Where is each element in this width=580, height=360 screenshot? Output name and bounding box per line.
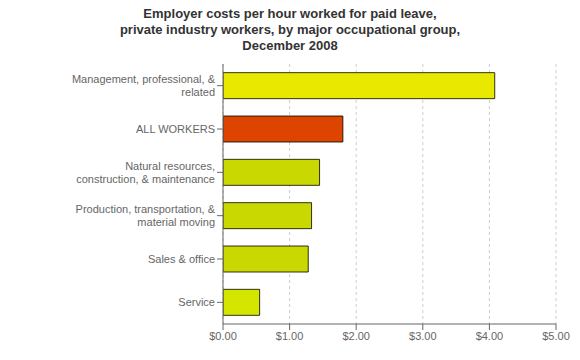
svg-text:Sales & office: Sales & office — [148, 253, 215, 265]
svg-text:Natural resources,construction: Natural resources,construction, & mainte… — [76, 160, 215, 185]
svg-text:$1.00: $1.00 — [276, 330, 304, 342]
svg-text:Service: Service — [178, 296, 215, 308]
svg-text:ALL WORKERS: ALL WORKERS — [136, 123, 215, 135]
svg-text:$5.00: $5.00 — [542, 330, 570, 342]
svg-text:$3.00: $3.00 — [409, 330, 437, 342]
svg-text:Management, professional, &rel: Management, professional, &related — [72, 73, 216, 98]
html-text:December 2008: December 2008 — [242, 38, 338, 53]
html-text:Employer costs per hour worked: Employer costs per hour worked for paid … — [143, 6, 437, 21]
svg-text:Production, transportation, &m: Production, transportation, &material mo… — [76, 203, 216, 228]
svg-text:$0.00: $0.00 — [209, 330, 237, 342]
svg-text:$2.00: $2.00 — [342, 330, 370, 342]
html-text:private industry workers, by m: private industry workers, by major occup… — [119, 22, 461, 37]
svg-text:$4.00: $4.00 — [476, 330, 504, 342]
